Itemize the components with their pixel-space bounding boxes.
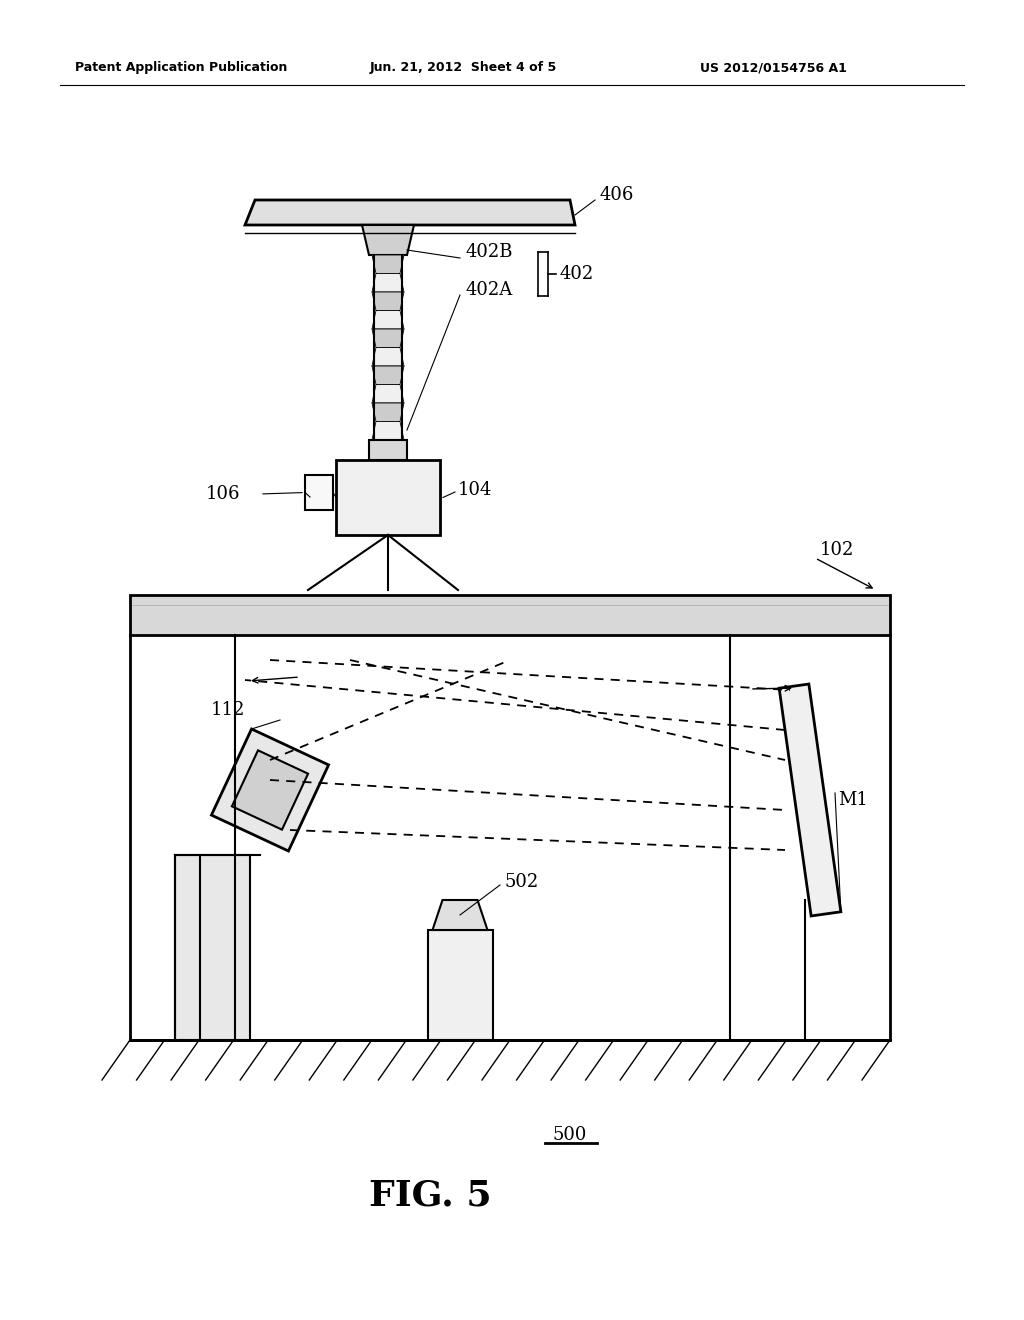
Polygon shape (432, 900, 487, 931)
Bar (130, 595, 890, 635)
Polygon shape (372, 403, 404, 421)
Text: Patent Application Publication: Patent Application Publication (75, 62, 288, 74)
Polygon shape (372, 421, 404, 440)
Polygon shape (372, 273, 404, 292)
Bar (427, 931, 493, 1040)
Polygon shape (372, 329, 404, 347)
Polygon shape (211, 729, 329, 851)
Text: 104: 104 (458, 480, 493, 499)
Text: FIG. 5: FIG. 5 (369, 1177, 492, 1212)
Text: M1: M1 (838, 791, 868, 809)
Text: 502: 502 (505, 873, 540, 891)
Bar (336, 459, 440, 535)
Text: 402B: 402B (465, 243, 512, 261)
Text: 402A: 402A (465, 281, 512, 300)
Text: 402: 402 (560, 265, 594, 282)
Text: 112: 112 (211, 701, 245, 719)
Bar (369, 440, 407, 459)
Polygon shape (372, 292, 404, 310)
Text: 500: 500 (553, 1126, 587, 1144)
Text: 106: 106 (206, 484, 240, 503)
Polygon shape (362, 224, 414, 255)
Polygon shape (372, 384, 404, 403)
Polygon shape (372, 255, 404, 273)
Polygon shape (372, 310, 404, 329)
Text: US 2012/0154756 A1: US 2012/0154756 A1 (700, 62, 847, 74)
Text: 102: 102 (820, 541, 854, 558)
Text: 406: 406 (600, 186, 635, 205)
Text: Jun. 21, 2012  Sheet 4 of 5: Jun. 21, 2012 Sheet 4 of 5 (370, 62, 557, 74)
Polygon shape (779, 684, 841, 916)
Polygon shape (231, 750, 308, 830)
Bar (305, 475, 333, 510)
Polygon shape (372, 366, 404, 384)
Polygon shape (372, 347, 404, 366)
Bar (175, 855, 250, 1040)
Polygon shape (245, 201, 575, 224)
